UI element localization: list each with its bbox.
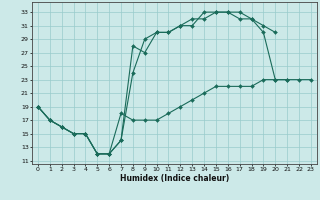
X-axis label: Humidex (Indice chaleur): Humidex (Indice chaleur) bbox=[120, 174, 229, 183]
